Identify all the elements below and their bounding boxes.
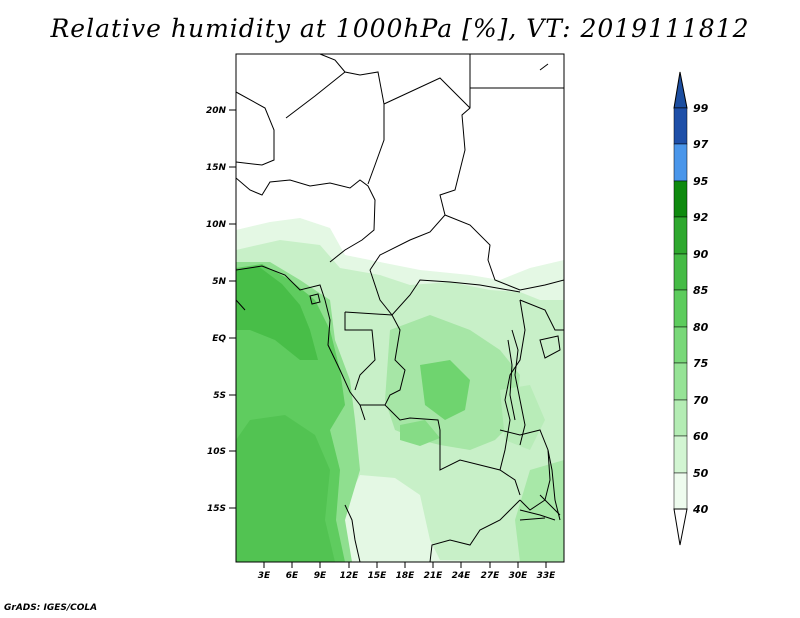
lat-label-5n: 5N: [212, 277, 226, 287]
colorbar-swatch-75: [673, 362, 688, 401]
lon-tick-30e: 30E: [509, 562, 529, 581]
lon-tick-18e: 18E: [396, 562, 416, 581]
lat-label-15s: 15S: [207, 504, 226, 514]
lat-label-eq: EQ: [212, 334, 226, 344]
lon-label-15e: 15E: [368, 571, 388, 581]
lat-label-5s: 5S: [213, 391, 226, 401]
map-frame: [235, 53, 565, 563]
colorbar-label-85: 85: [693, 284, 709, 297]
colorbar-swatch-92: [673, 216, 688, 255]
colorbar: 99 97 95 92 90 85 80 75 70 60 50 40: [673, 71, 709, 546]
humidity-spot-2: [400, 420, 440, 446]
colorbar-swatch-70: [673, 399, 688, 437]
lat-tick-5s: 5S: [213, 391, 236, 401]
colorbar-label-50: 50: [693, 467, 709, 480]
lat-tick-5n: 5N: [212, 277, 236, 287]
colorbar-label-92: 92: [693, 211, 709, 224]
lon-label-6e: 6E: [286, 571, 299, 581]
lon-label-21e: 21E: [424, 571, 444, 581]
lon-tick-24e: 24E: [452, 562, 472, 581]
lon-label-18e: 18E: [396, 571, 416, 581]
colorbar-swatch-97: [673, 143, 688, 182]
lon-tick-21e: 21E: [424, 562, 444, 581]
colorbar-label-75: 75: [693, 357, 709, 370]
lat-label-10n: 10N: [206, 220, 227, 230]
lon-tick-6e: 6E: [286, 562, 299, 581]
humidity-spot-4: [515, 460, 564, 562]
lon-label-24e: 24E: [452, 571, 472, 581]
lat-label-20n: 20N: [206, 106, 227, 116]
colorbar-label-40: 40: [692, 503, 709, 516]
colorbar-swatch-90: [673, 253, 688, 291]
lat-tick-eq: EQ: [212, 334, 236, 344]
lon-tick-15e: 15E: [368, 562, 388, 581]
colorbar-label-95: 95: [693, 175, 709, 188]
colorbar-label-99: 99: [693, 102, 709, 115]
lat-label-10s: 10S: [207, 447, 226, 457]
country-borders: [236, 54, 564, 562]
lon-label-3e: 3E: [258, 571, 271, 581]
colorbar-swatch-50: [673, 472, 688, 510]
lon-label-27e: 27E: [481, 571, 501, 581]
lon-label-30e: 30E: [509, 571, 529, 581]
colorbar-swatch-60: [673, 435, 688, 474]
colorbar-swatch-80: [673, 326, 688, 364]
lat-label-15n: 15N: [206, 163, 227, 173]
colorbar-label-97: 97: [693, 138, 709, 151]
lat-axis: 20N 15N 10N 5N EQ 5S 10S 15S: [206, 106, 236, 514]
lon-tick-27e: 27E: [481, 562, 501, 581]
colorbar-label-90: 90: [693, 248, 709, 261]
lon-tick-3e: 3E: [258, 562, 271, 581]
lat-tick-20n: 20N: [206, 106, 236, 116]
colorbar-swatch-95: [673, 180, 688, 218]
humidity-field: [236, 218, 564, 562]
lon-tick-9e: 9E: [314, 562, 327, 581]
lat-tick-10s: 10S: [207, 447, 236, 457]
colorbar-swatch-99: [673, 107, 688, 145]
colorbar-arrow-bottom: [673, 508, 688, 546]
lon-axis: 3E 6E 9E 12E 15E 18E 21E 24E 27E 30E 33E: [258, 562, 556, 581]
colorbar-label-80: 80: [693, 321, 709, 334]
lon-label-12e: 12E: [340, 571, 360, 581]
lat-tick-10n: 10N: [206, 220, 236, 230]
humidity-area-highest-2: [236, 415, 335, 562]
colorbar-label-60: 60: [693, 430, 709, 443]
humidity-area-highest: [236, 266, 318, 360]
lat-tick-15s: 15S: [207, 504, 236, 514]
humidity-spot-1: [420, 360, 470, 420]
lon-tick-12e: 12E: [340, 562, 360, 581]
lat-tick-15n: 15N: [206, 163, 236, 173]
lon-tick-33e: 33E: [537, 562, 557, 581]
colorbar-swatch-85: [673, 289, 688, 328]
map-title: Relative humidity at 1000hPa [%], VT: 20…: [50, 14, 750, 43]
colorbar-label-70: 70: [693, 394, 709, 407]
lon-label-9e: 9E: [314, 571, 327, 581]
grads-credit: GrADS: IGES/COLA: [4, 603, 98, 613]
colorbar-arrow-top: [673, 71, 688, 109]
lon-label-33e: 33E: [537, 571, 557, 581]
